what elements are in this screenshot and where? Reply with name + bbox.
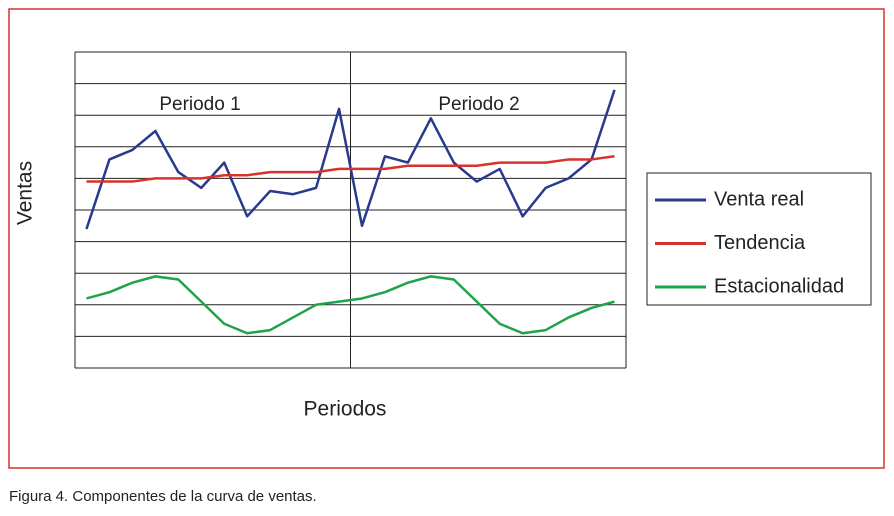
series-line [86,155,615,183]
x-axis-label: Periodos [304,398,387,421]
y-axis-label: Ventas [14,161,37,225]
legend-label: Tendencia [714,232,806,254]
series-line [85,89,616,230]
legend-label: Estacionalidad [714,275,844,297]
caption: Figura 4. Componentes de la curva de ven… [9,488,317,505]
frame [8,8,885,469]
series-line [86,275,615,335]
annotation: Periodo 2 [438,94,519,115]
annotation: Periodo 1 [159,94,240,115]
legend-box [646,172,872,306]
legend-label: Venta real [714,188,804,210]
